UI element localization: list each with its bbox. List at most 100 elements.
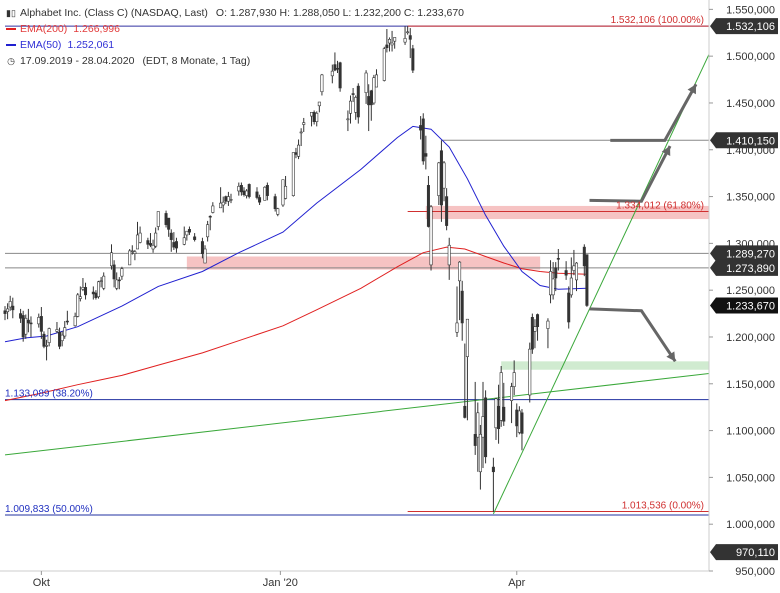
legend-ema50-row[interactable]: EMA(50) 1.252,061 (6, 37, 464, 53)
candle-62 (229, 193, 233, 204)
candle-body (515, 409, 519, 427)
candle-58 (219, 187, 223, 209)
candle-14 (55, 322, 59, 334)
candle-body (517, 410, 521, 433)
candle-64 (239, 182, 243, 196)
legend-period-info: (EDT, 8 Monate, 1 Tag) (142, 55, 251, 67)
y-tick-label: 1.500,000 (726, 51, 775, 63)
candle-19 (73, 312, 77, 327)
candle-48 (174, 237, 178, 253)
candle-body (206, 224, 210, 238)
candle-111 (424, 135, 428, 170)
candle-body (354, 97, 358, 113)
candle-body (447, 244, 451, 266)
zone-0 (425, 205, 709, 220)
candle-body (45, 345, 49, 347)
candle-98 (372, 74, 376, 105)
y-tick-label: 1.150,000 (726, 379, 775, 391)
candle-body (478, 434, 482, 473)
candle-body (585, 254, 589, 306)
candle-body (408, 35, 412, 40)
candle-body (294, 152, 298, 155)
candle-body (11, 305, 15, 311)
candle-142 (536, 313, 540, 341)
candle-body (276, 208, 280, 215)
candle-70 (263, 186, 267, 201)
candle-body (242, 190, 246, 196)
candle-body (333, 64, 337, 71)
candle-body (185, 230, 189, 236)
forecast-arrow-1 (589, 145, 672, 203)
candle-body (169, 232, 173, 240)
candle-body (554, 267, 558, 279)
candle-body (502, 406, 506, 422)
candle-5 (21, 310, 25, 342)
candle-body (91, 291, 95, 295)
fib-level-label-1: 1.334,012 (61.80%) (616, 201, 704, 212)
candle-body (78, 296, 82, 299)
y-tick-label: 1.050,000 (726, 472, 775, 484)
candle-body (374, 74, 378, 88)
candle-body (151, 244, 155, 250)
candle-body (351, 93, 355, 95)
candle-139 (528, 342, 532, 403)
candle-body (512, 372, 516, 387)
candle-body (239, 185, 243, 193)
candle-150 (569, 257, 573, 298)
price-label-box (710, 245, 778, 262)
candle-116 (442, 161, 446, 202)
candle-body (84, 287, 88, 296)
candle-body (367, 96, 371, 106)
candle-body (393, 37, 397, 42)
candle-body (330, 70, 334, 77)
candle-146 (554, 262, 558, 292)
candle-49 (182, 226, 186, 246)
candle-68 (255, 187, 259, 200)
candle-body (247, 184, 251, 197)
chart-legend: ▮▯ Alphabet Inc. (Class C) (NASDAQ, Last… (6, 5, 464, 69)
candle-body (310, 112, 314, 117)
candle-body (237, 185, 241, 192)
candle-body (372, 77, 376, 104)
candle-body (473, 434, 477, 446)
candle-83 (315, 111, 319, 127)
candle-26 (97, 280, 101, 299)
candle-body (245, 190, 249, 196)
candle-body (530, 317, 534, 350)
candle-61 (226, 191, 230, 206)
candle-body (411, 48, 415, 71)
fib-level-label-0: 1.532,106 (100.00%) (611, 15, 704, 26)
y-tick-label: 1.250,000 (726, 285, 775, 297)
zone-2 (501, 361, 709, 370)
candle-52 (193, 233, 197, 242)
candle-body (47, 328, 51, 343)
legend-ema200-row[interactable]: EMA(200) 1.266,996 (6, 21, 464, 37)
candle-99 (374, 69, 378, 88)
candle-124 (473, 381, 477, 455)
candle-body (481, 416, 485, 438)
candle-11 (42, 331, 46, 349)
candle-112 (426, 175, 430, 228)
x-tick-label: Okt (33, 577, 50, 589)
candle-body (460, 290, 464, 324)
y-tick-label: 950,000 (735, 566, 775, 578)
candle-body (403, 38, 407, 43)
legend-ema200-value: 1.266,996 (73, 23, 120, 35)
ema200-swatch (6, 28, 16, 30)
candle-69 (258, 194, 262, 205)
candle-body (76, 294, 80, 317)
candle-36 (133, 249, 137, 261)
candle-126 (478, 424, 482, 490)
candle-body (65, 320, 69, 323)
candle-59 (221, 196, 225, 213)
candle-body (390, 42, 394, 46)
candle-body (226, 196, 230, 202)
clock-icon: ◷ (7, 56, 15, 66)
candle-body (569, 277, 573, 296)
candle-34 (128, 248, 132, 266)
candle-body (458, 261, 462, 282)
candle-53 (200, 237, 204, 259)
candle-94 (356, 83, 360, 124)
